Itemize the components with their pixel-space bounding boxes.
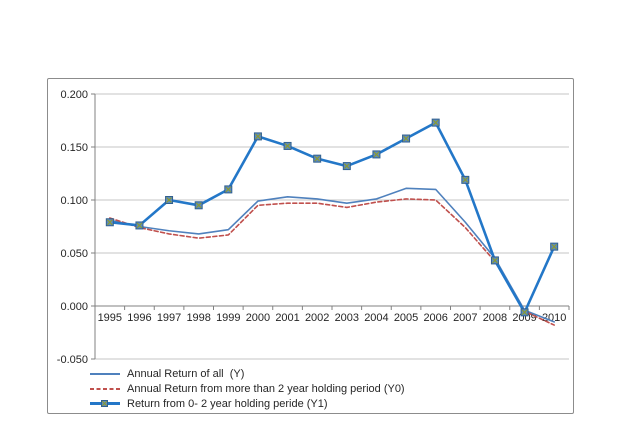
svg-text:2008: 2008: [483, 312, 507, 324]
dashed-red-line-swatch: [90, 387, 120, 390]
svg-text:1997: 1997: [157, 312, 181, 324]
svg-text:2007: 2007: [453, 312, 477, 324]
blue-line-square-marker-swatch: [90, 399, 120, 408]
svg-text:0.150: 0.150: [60, 142, 88, 154]
svg-text:0.000: 0.000: [60, 301, 88, 313]
svg-text:1996: 1996: [127, 312, 151, 324]
svg-text:2006: 2006: [423, 312, 447, 324]
chart-legend: Annual Return of all (Y) Annual Return f…: [90, 366, 405, 411]
legend-label-y: Annual Return of all (Y): [127, 367, 245, 380]
square-x-marker-icon: [101, 400, 108, 407]
svg-text:2004: 2004: [364, 312, 388, 324]
svg-text:2000: 2000: [246, 312, 270, 324]
svg-text:2002: 2002: [305, 312, 329, 324]
line-chart-plot: 0.200 0.150 0.100 0.050 0.000 -0.050 1995 1996 1…: [57, 89, 570, 366]
legend-item-return-0-2yr: Return from 0- 2 year holding peride (Y1…: [90, 396, 405, 411]
svg-text:0.200: 0.200: [60, 89, 88, 101]
svg-text:1995: 1995: [98, 312, 122, 324]
legend-label-y1: Return from 0- 2 year holding peride (Y1…: [127, 397, 328, 410]
legend-label-y0: Annual Return from more than 2 year hold…: [127, 382, 405, 395]
legend-item-annual-return-2yr-plus: Annual Return from more than 2 year hold…: [90, 381, 405, 396]
svg-text:2001: 2001: [275, 312, 299, 324]
solid-blue-line-swatch: [90, 372, 120, 375]
svg-text:2003: 2003: [335, 312, 359, 324]
chart-frame: 0.200 0.150 0.100 0.050 0.000 -0.050 1995 1996 1…: [47, 78, 574, 414]
svg-text:-0.050: -0.050: [57, 354, 88, 366]
svg-text:0.050: 0.050: [60, 248, 88, 260]
legend-item-annual-return-all: Annual Return of all (Y): [90, 366, 405, 381]
svg-text:1998: 1998: [186, 312, 210, 324]
svg-text:2005: 2005: [394, 312, 418, 324]
svg-text:2010: 2010: [542, 312, 566, 324]
svg-text:1999: 1999: [216, 312, 240, 324]
svg-text:0.100: 0.100: [60, 195, 88, 207]
